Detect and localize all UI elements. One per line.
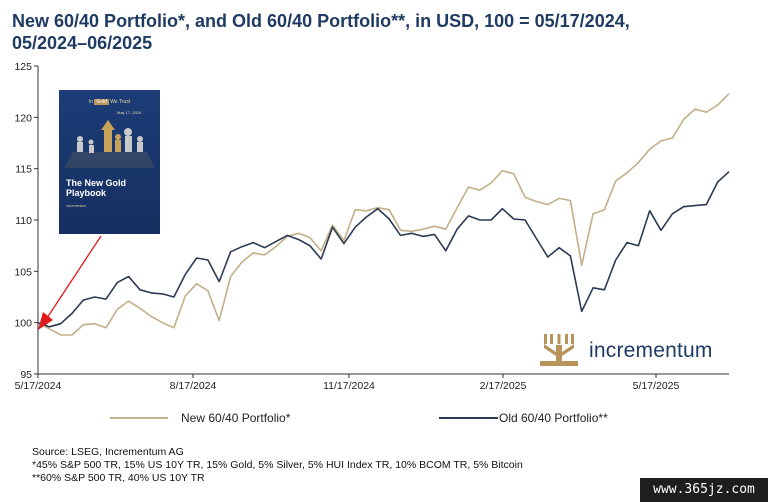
annotation-arrow-head (38, 312, 53, 330)
cover-date: May 17, 2024 (117, 110, 142, 115)
x-tick-label: 2/17/2025 (480, 380, 527, 392)
new-portfolio-line (37, 93, 730, 336)
y-tick-label: 110 (15, 215, 32, 227)
footnote-old: **60% S&P 500 TR, 40% US 10Y TR (32, 472, 205, 484)
cover-brand-we-trust: We Trust (110, 99, 131, 105)
annotation-arrow-line (46, 235, 102, 319)
chess-pieces-illustration (64, 120, 155, 168)
y-tick-label: 120 (14, 112, 32, 124)
chart-title-line1: New 60/40 Portfolio*, and Old 60/40 Port… (12, 11, 630, 31)
legend-label: New 60/40 Portfolio* (181, 411, 291, 425)
footnote-new: *45% S&P 500 TR, 15% US 10Y TR, 15% Gold… (32, 459, 523, 471)
chart-series (37, 93, 730, 336)
chart-title: New 60/40 Portfolio*, and Old 60/40 Port… (12, 10, 752, 54)
y-tick-label: 105 (14, 266, 32, 278)
cover-brand: In Gold We Trust (59, 99, 160, 105)
y-tick-label: 115 (15, 164, 32, 176)
incrementum-logo-text: incrementum (589, 339, 713, 362)
incrementum-logo-icon (540, 334, 578, 366)
book-cover-image: In Gold We Trust May 17, 2024 The New Go… (59, 90, 160, 234)
chart-annotation (38, 235, 102, 330)
cover-brand-in: In (88, 99, 93, 105)
y-tick-label: 125 (14, 61, 32, 73)
cover-brand-gold: Gold (94, 99, 109, 105)
chart-notes: Source: LSEG, Incrementum AG *45% S&P 50… (32, 446, 752, 485)
x-tick-label: 5/17/2025 (633, 380, 680, 392)
x-tick-label: 8/17/2024 (170, 380, 217, 392)
x-tick-label: 5/17/2024 (15, 380, 62, 392)
source-note: Source: LSEG, Incrementum AG (32, 446, 184, 458)
old-portfolio-line (37, 171, 730, 328)
chart-axes: 95 100 105 110 115 120 125 5/17/2024 8/17/2024 11… (14, 61, 729, 392)
chart-legend: New 60/40 Portfolio* Old 60/40 Portfolio*… (110, 411, 608, 425)
cover-title: The New Gold Playbook (66, 178, 127, 198)
y-tick-label: 100 (14, 318, 32, 330)
legend-label: Old 60/40 Portfolio** (499, 411, 608, 425)
watermark: www.365jz.com (640, 478, 768, 502)
cover-small-text: incrementum (66, 204, 87, 208)
chart-title-line2: 05/2024–06/2025 (12, 33, 153, 53)
x-tick-label: 11/17/2024 (323, 380, 375, 392)
y-tick-label: 95 (20, 369, 32, 381)
